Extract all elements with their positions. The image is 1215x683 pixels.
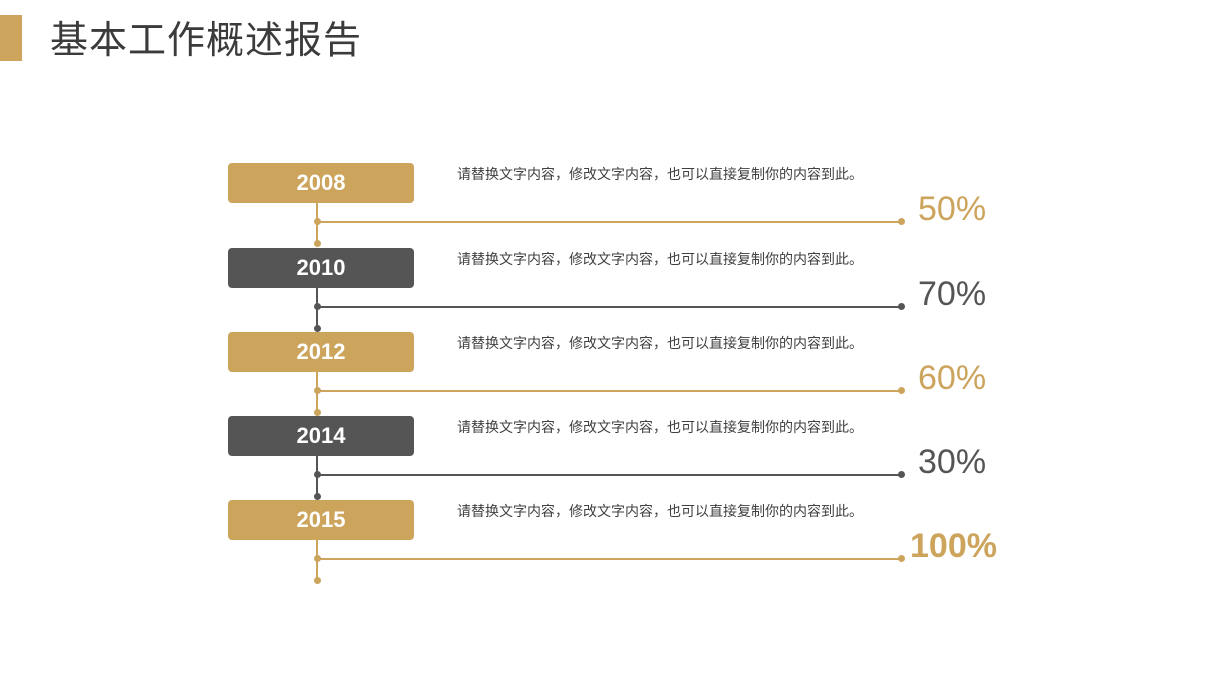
percent-value: 30%	[918, 443, 987, 481]
timeline-row-2010: 2010 请替换文字内容，修改文字内容，也可以直接复制你的内容到此。 70%	[0, 248, 1215, 332]
row-description: 请替换文字内容，修改文字内容，也可以直接复制你的内容到此。	[457, 252, 863, 268]
row-description: 请替换文字内容，修改文字内容，也可以直接复制你的内容到此。	[457, 167, 863, 183]
progress-line	[317, 558, 902, 560]
percent-value: 100%	[910, 527, 997, 565]
connector-dot	[314, 493, 321, 500]
page-title: 基本工作概述报告	[50, 18, 363, 62]
progress-end-dot	[898, 387, 905, 394]
progress-line	[317, 474, 902, 476]
progress-line	[317, 306, 902, 308]
timeline-row-2014: 2014 请替换文字内容，修改文字内容，也可以直接复制你的内容到此。 30%	[0, 416, 1215, 500]
row-description: 请替换文字内容，修改文字内容，也可以直接复制你的内容到此。	[457, 504, 863, 520]
year-label-box: 2014	[228, 416, 414, 456]
timeline-row-2012: 2012 请替换文字内容，修改文字内容，也可以直接复制你的内容到此。 60%	[0, 332, 1215, 416]
progress-line	[317, 221, 902, 223]
row-description: 请替换文字内容，修改文字内容，也可以直接复制你的内容到此。	[457, 336, 863, 352]
year-label-box: 2008	[228, 163, 414, 203]
year-label-box: 2010	[228, 248, 414, 288]
percent-value: 50%	[918, 190, 987, 228]
percent-value: 70%	[918, 275, 987, 313]
year-label-box: 2012	[228, 332, 414, 372]
timeline-row-2008: 2008 请替换文字内容，修改文字内容，也可以直接复制你的内容到此。 50%	[0, 163, 1215, 247]
year-label-box: 2015	[228, 500, 414, 540]
progress-end-dot	[898, 471, 905, 478]
connector-dot	[314, 240, 321, 247]
row-description: 请替换文字内容，修改文字内容，也可以直接复制你的内容到此。	[457, 420, 863, 436]
title-accent-bar	[0, 15, 22, 61]
connector-dot	[314, 409, 321, 416]
progress-line	[317, 390, 902, 392]
connector-dot	[314, 325, 321, 332]
progress-end-dot	[898, 218, 905, 225]
connector-dot	[314, 577, 321, 584]
progress-end-dot	[898, 303, 905, 310]
percent-value: 60%	[918, 359, 987, 397]
timeline-row-2015: 2015 请替换文字内容，修改文字内容，也可以直接复制你的内容到此。 100%	[0, 500, 1215, 584]
progress-end-dot	[898, 555, 905, 562]
